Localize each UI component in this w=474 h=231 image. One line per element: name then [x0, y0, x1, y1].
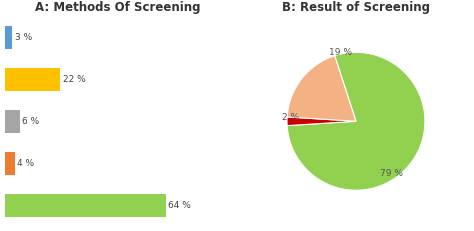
- Text: 19 %: 19 %: [329, 48, 352, 57]
- Bar: [5, 152, 15, 175]
- Text: 22 %: 22 %: [63, 75, 85, 84]
- Wedge shape: [287, 117, 356, 126]
- Wedge shape: [287, 52, 425, 190]
- Text: 4 %: 4 %: [18, 159, 35, 168]
- Bar: [5, 26, 12, 49]
- Wedge shape: [287, 56, 356, 121]
- Title: B: Result of Screening: B: Result of Screening: [282, 1, 430, 14]
- Text: 2 %: 2 %: [282, 112, 299, 122]
- Bar: [5, 110, 20, 133]
- Text: 3 %: 3 %: [15, 33, 32, 42]
- Text: 6 %: 6 %: [22, 117, 40, 126]
- Bar: [5, 68, 60, 91]
- Text: 79 %: 79 %: [380, 169, 403, 178]
- Title: A: Methods Of Screening: A: Methods Of Screening: [35, 1, 201, 14]
- Bar: [5, 194, 166, 217]
- Text: 64 %: 64 %: [168, 201, 191, 210]
